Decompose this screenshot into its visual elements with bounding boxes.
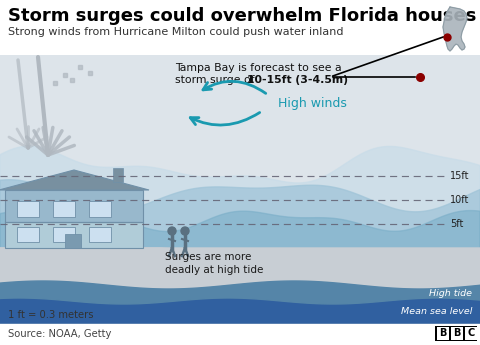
Text: Storm surges could overwhelm Florida houses: Storm surges could overwhelm Florida hou… bbox=[8, 7, 476, 25]
Bar bbox=[17, 201, 39, 217]
Text: Tampa Bay is forecast to see a: Tampa Bay is forecast to see a bbox=[175, 63, 342, 73]
Bar bbox=[0, 0, 480, 55]
Text: 10-15ft (3-4.5m): 10-15ft (3-4.5m) bbox=[247, 75, 348, 85]
Bar bbox=[435, 326, 477, 341]
Bar bbox=[65, 234, 81, 248]
Text: C: C bbox=[468, 328, 475, 338]
Bar bbox=[5, 190, 143, 222]
Bar bbox=[0, 323, 480, 345]
Bar bbox=[113, 168, 123, 182]
Polygon shape bbox=[0, 248, 480, 323]
Text: 10ft: 10ft bbox=[450, 195, 469, 205]
Polygon shape bbox=[0, 248, 480, 283]
Circle shape bbox=[168, 227, 176, 235]
Bar bbox=[89, 201, 111, 217]
Bar bbox=[89, 227, 111, 242]
Polygon shape bbox=[0, 170, 149, 190]
Text: storm surge of: storm surge of bbox=[175, 75, 258, 85]
Text: Source: NOAA, Getty: Source: NOAA, Getty bbox=[8, 329, 111, 339]
Text: B: B bbox=[439, 328, 447, 338]
Text: B: B bbox=[453, 328, 461, 338]
Bar bbox=[17, 227, 39, 242]
Text: High winds: High winds bbox=[278, 97, 347, 109]
Bar bbox=[465, 327, 477, 340]
Text: 5ft: 5ft bbox=[450, 219, 463, 229]
Bar bbox=[53, 227, 75, 242]
Bar bbox=[53, 201, 75, 217]
Bar bbox=[5, 222, 143, 248]
Text: 1 ft = 0.3 meters: 1 ft = 0.3 meters bbox=[8, 310, 94, 320]
Bar bbox=[451, 327, 463, 340]
Bar bbox=[0, 55, 480, 323]
Text: Strong winds from Hurricane Milton could push water inland: Strong winds from Hurricane Milton could… bbox=[8, 27, 344, 37]
Text: Surges are more
deadly at high tide: Surges are more deadly at high tide bbox=[165, 252, 264, 275]
Polygon shape bbox=[443, 7, 467, 51]
Circle shape bbox=[181, 227, 189, 235]
Text: High tide: High tide bbox=[429, 288, 472, 297]
Bar bbox=[437, 327, 449, 340]
Text: 15ft: 15ft bbox=[450, 171, 469, 181]
Text: Mean sea level: Mean sea level bbox=[401, 307, 472, 316]
